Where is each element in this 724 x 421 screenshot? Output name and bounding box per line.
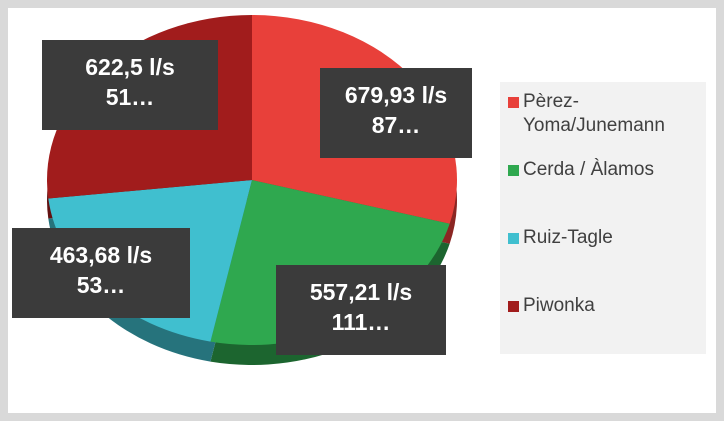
- legend: Pèrez-Yoma/Junemann Cerda / Àlamos Ruiz-Ta…: [500, 82, 706, 354]
- data-label-sub: 53…: [76, 272, 126, 298]
- legend-item: Pèrez-Yoma/Junemann: [508, 90, 702, 158]
- data-label-sub: 51…: [105, 84, 155, 110]
- data-label: 463,68 l/s 53…: [12, 228, 190, 318]
- legend-label: Pèrez-Yoma/Junemann: [523, 91, 665, 136]
- legend-swatch: [508, 233, 519, 244]
- data-label: 557,21 l/s 111…: [276, 265, 446, 355]
- legend-item: Ruiz-Tagle: [508, 226, 702, 294]
- data-label-value: 622,5 l/s: [85, 54, 175, 80]
- legend-item: Cerda / Àlamos: [508, 158, 702, 226]
- legend-swatch: [508, 301, 519, 312]
- data-label-value: 463,68 l/s: [49, 242, 153, 268]
- legend-label: Ruiz-Tagle: [523, 227, 613, 248]
- legend-swatch: [508, 97, 519, 108]
- legend-label: Cerda / Àlamos: [523, 159, 654, 180]
- legend-swatch: [508, 165, 519, 176]
- legend-item: Piwonka: [508, 294, 702, 362]
- legend-label: Piwonka: [523, 295, 595, 316]
- data-label: 679,93 l/s 87…: [320, 68, 472, 158]
- slice: [210, 180, 450, 345]
- data-label-sub: 111…: [331, 309, 391, 335]
- data-label-value: 679,93 l/s: [344, 82, 448, 108]
- data-label-value: 557,21 l/s: [309, 279, 413, 305]
- data-label: 622,5 l/s 51…: [42, 40, 218, 130]
- data-label-sub: 87…: [371, 112, 421, 138]
